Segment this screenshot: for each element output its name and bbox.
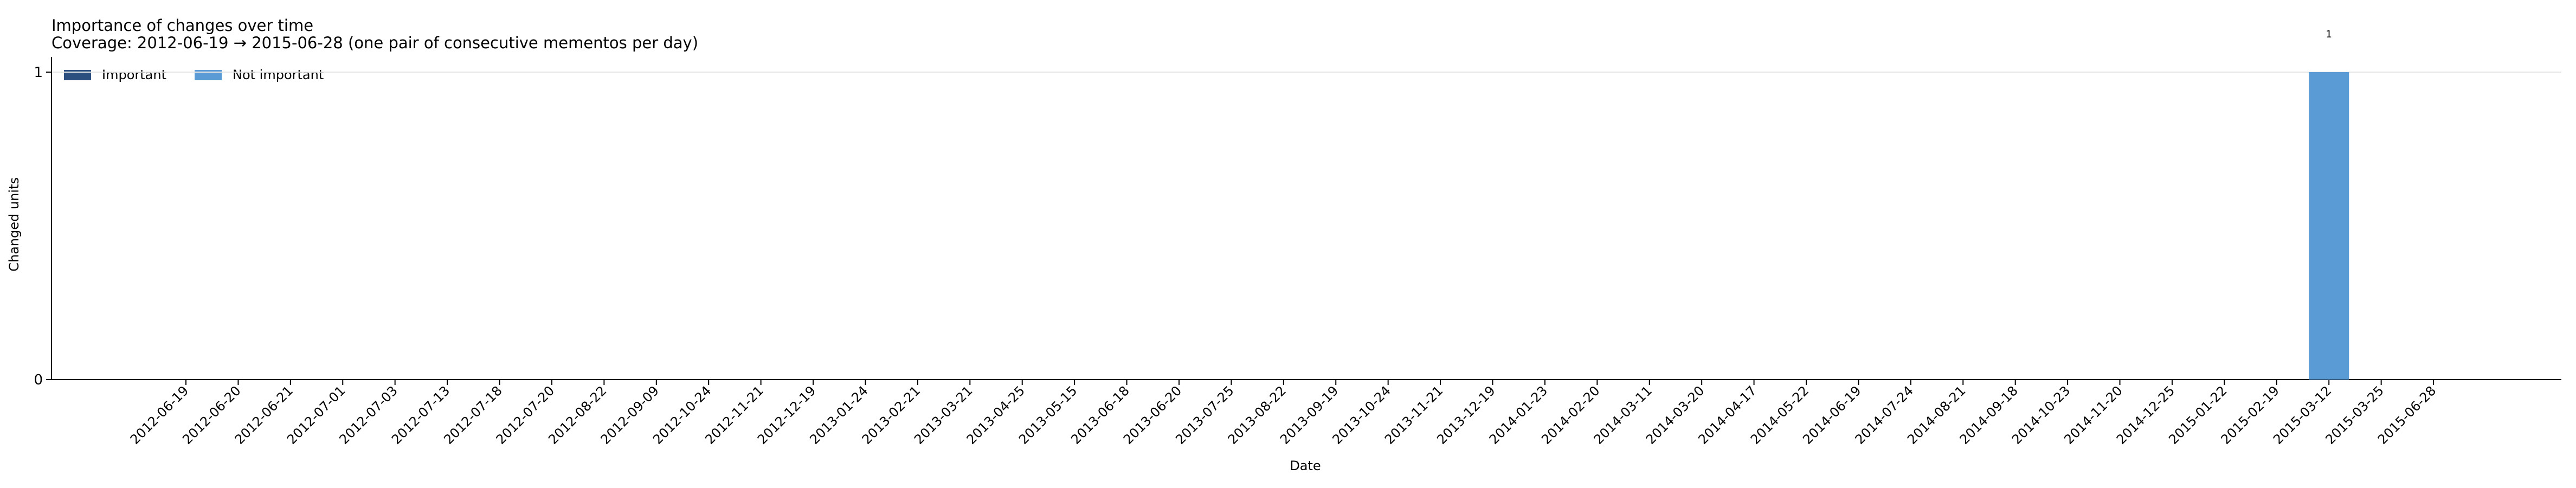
bar-not-important	[2309, 72, 2349, 380]
legend-label-important: Important	[102, 67, 166, 82]
y-tick-label: 1	[34, 65, 43, 81]
chart-title: Importance of changes over time	[51, 16, 314, 35]
x-axis-label: Date	[1290, 458, 1321, 473]
chart-subtitle: Coverage: 2012-06-19 → 2015-06-28 (one p…	[51, 34, 699, 52]
data-label: 1	[2326, 29, 2332, 40]
y-tick-label: 0	[34, 372, 43, 388]
legend-label-not-important: Not important	[232, 67, 324, 82]
